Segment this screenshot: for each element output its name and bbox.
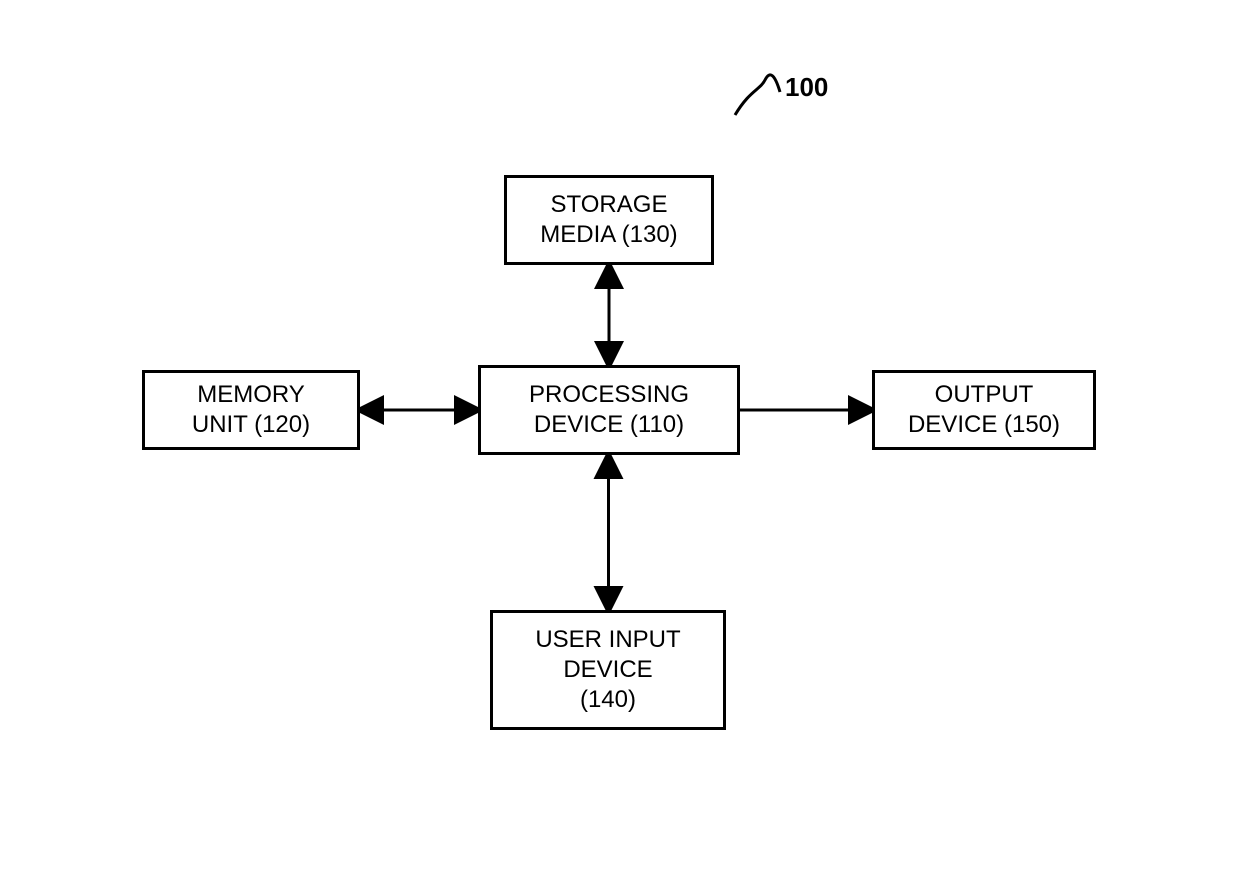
- memory-unit-label: MEMORY UNIT (120): [192, 380, 310, 440]
- memory-unit-box: MEMORY UNIT (120): [142, 370, 360, 450]
- storage-media-label: STORAGE MEDIA (130): [540, 190, 677, 250]
- output-device-label: OUTPUT DEVICE (150): [908, 380, 1060, 440]
- diagram-canvas: PROCESSING DEVICE (110) STORAGE MEDIA (1…: [0, 0, 1240, 885]
- processing-device-label: PROCESSING DEVICE (110): [529, 380, 689, 440]
- user-input-device-box: USER INPUT DEVICE (140): [490, 610, 726, 730]
- figure-number-label: 100: [785, 72, 828, 103]
- output-device-box: OUTPUT DEVICE (150): [872, 370, 1096, 450]
- storage-media-box: STORAGE MEDIA (130): [504, 175, 714, 265]
- user-input-device-label: USER INPUT DEVICE (140): [535, 625, 680, 715]
- processing-device-box: PROCESSING DEVICE (110): [478, 365, 740, 455]
